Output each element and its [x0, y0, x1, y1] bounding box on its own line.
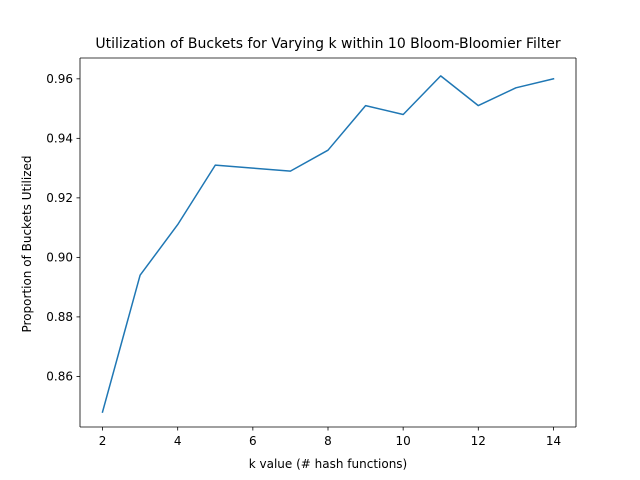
y-tick-label: 0.88 [46, 310, 73, 324]
y-tick-label: 0.90 [46, 250, 73, 264]
x-tick-label: 6 [249, 434, 257, 448]
x-axis-label: k value (# hash functions) [249, 457, 408, 471]
x-tick-label: 12 [471, 434, 486, 448]
y-tick-label: 0.94 [46, 131, 73, 145]
y-tick-label: 0.92 [46, 191, 73, 205]
x-tick-label: 4 [174, 434, 182, 448]
series-line-0 [101, 75, 555, 414]
x-tick-label: 14 [546, 434, 561, 448]
chart-title: Utilization of Buckets for Varying k wit… [95, 36, 561, 52]
x-tick-label: 8 [324, 434, 332, 448]
y-tick-label: 0.86 [46, 369, 73, 383]
plot-area: 2 4 6 8 10 12 14 0.86 0.88 0.90 0.92 0.94 0.96 [46, 57, 577, 448]
x-tick-label: 10 [396, 434, 411, 448]
y-tick-label: 0.96 [46, 72, 73, 86]
x-tick-label: 2 [99, 434, 107, 448]
y-axis-label: Proportion of Buckets Utilized [20, 155, 34, 332]
